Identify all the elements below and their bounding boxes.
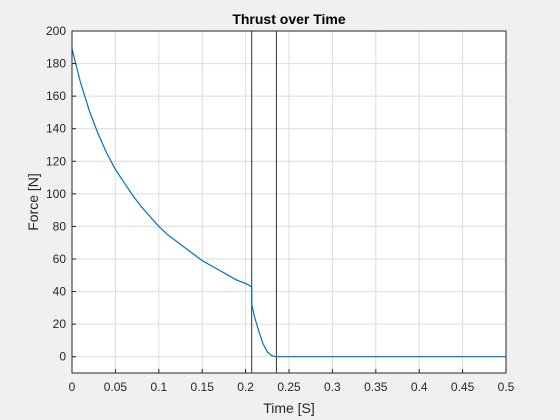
x-tick-label: 0.05 bbox=[104, 380, 128, 394]
y-tick-label: 200 bbox=[46, 24, 66, 38]
x-tick-label: 0.15 bbox=[191, 380, 215, 394]
y-tick-label: 160 bbox=[46, 89, 66, 103]
y-tick-label: 140 bbox=[46, 122, 66, 136]
y-tick-label: 180 bbox=[46, 57, 66, 71]
x-axis-title: Time [S] bbox=[263, 400, 315, 416]
y-tick-label: 100 bbox=[46, 187, 66, 201]
y-ticks: 0 20 40 60 80 100 120 140 160 180 200 bbox=[46, 24, 76, 364]
series-group bbox=[71, 48, 506, 358]
chart-title: Thrust over Time bbox=[232, 11, 346, 27]
x-tick-label: 0 bbox=[69, 380, 76, 394]
x-tick-label: 0.2 bbox=[237, 380, 254, 394]
x-tick-label: 0.45 bbox=[451, 380, 475, 394]
x-tick-label: 0.4 bbox=[411, 380, 428, 394]
x-tick-label: 0.5 bbox=[498, 380, 515, 394]
y-tick-label: 0 bbox=[59, 350, 66, 364]
y-tick-label: 120 bbox=[46, 154, 66, 168]
x-tick-label: 0.1 bbox=[150, 380, 167, 394]
y-tick-label: 20 bbox=[53, 317, 67, 331]
y-axis-title: Force [N] bbox=[25, 173, 41, 231]
vertical-markers bbox=[251, 31, 277, 373]
thrust-series-line bbox=[71, 48, 506, 358]
x-tick-label: 0.35 bbox=[364, 380, 388, 394]
x-tick-label: 0.3 bbox=[324, 380, 341, 394]
y-tick-label: 40 bbox=[53, 285, 67, 299]
y-tick-label: 80 bbox=[53, 219, 67, 233]
x-tick-label: 0.25 bbox=[277, 380, 301, 394]
y-tick-label: 60 bbox=[53, 252, 67, 266]
x-ticks: 0 0.05 0.1 0.15 0.2 0.25 0.3 0.35 0.4 0.45 0.5 bbox=[69, 369, 515, 394]
